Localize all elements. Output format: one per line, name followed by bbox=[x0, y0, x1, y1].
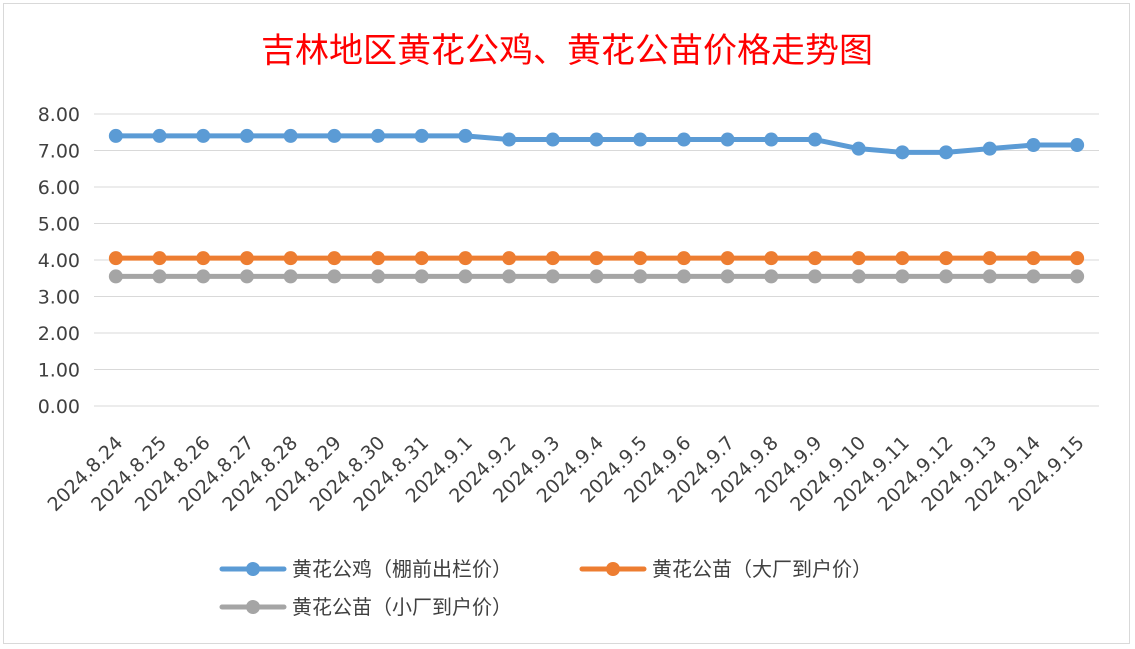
data-point bbox=[939, 269, 954, 284]
data-point bbox=[283, 269, 298, 284]
data-point bbox=[895, 145, 910, 160]
chart-title: 吉林地区黄花公鸡、黄花公苗价格走势图 bbox=[261, 31, 873, 71]
data-point bbox=[239, 269, 254, 284]
data-point bbox=[807, 251, 822, 266]
data-point bbox=[633, 269, 648, 284]
data-point bbox=[502, 251, 517, 266]
data-point bbox=[939, 251, 954, 266]
y-tick-label: 8.00 bbox=[38, 104, 80, 126]
data-point bbox=[1070, 138, 1085, 153]
data-point bbox=[633, 251, 648, 266]
data-point bbox=[589, 132, 604, 147]
data-point bbox=[196, 269, 211, 284]
data-point bbox=[545, 251, 560, 266]
data-point bbox=[152, 251, 167, 266]
data-point bbox=[1070, 251, 1085, 266]
data-point bbox=[196, 251, 211, 266]
y-tick-label: 4.00 bbox=[38, 250, 80, 272]
data-point bbox=[1070, 269, 1085, 284]
data-point bbox=[807, 132, 822, 147]
data-point bbox=[327, 269, 342, 284]
legend-item: 黄花公鸡（棚前出栏价） bbox=[219, 557, 512, 581]
data-point bbox=[414, 128, 429, 143]
data-point bbox=[676, 132, 691, 147]
series-3 bbox=[108, 269, 1085, 284]
data-point bbox=[502, 269, 517, 284]
data-point bbox=[851, 141, 866, 156]
data-point bbox=[982, 141, 997, 156]
data-point bbox=[458, 251, 473, 266]
y-tick-label: 7.00 bbox=[38, 141, 80, 163]
data-point bbox=[851, 251, 866, 266]
data-point bbox=[283, 128, 298, 143]
chart-frame: 吉林地区黄花公鸡、黄花公苗价格走势图 0.00 1.00 2.00 3.00 4.00 5… bbox=[3, 3, 1130, 644]
y-tick-label: 0.00 bbox=[38, 396, 80, 418]
data-point bbox=[939, 145, 954, 160]
data-point bbox=[982, 269, 997, 284]
data-point bbox=[764, 269, 779, 284]
data-point bbox=[458, 128, 473, 143]
y-tick-label: 1.00 bbox=[38, 360, 80, 382]
data-point bbox=[283, 251, 298, 266]
data-point bbox=[982, 251, 997, 266]
data-point bbox=[676, 269, 691, 284]
legend-marker bbox=[246, 600, 260, 614]
legend-item: 黄花公苗（小厂到户价） bbox=[219, 595, 512, 619]
y-tick-label: 2.00 bbox=[38, 323, 80, 345]
data-point bbox=[851, 269, 866, 284]
data-point bbox=[502, 132, 517, 147]
data-point bbox=[545, 269, 560, 284]
data-point bbox=[371, 128, 386, 143]
data-point bbox=[807, 269, 822, 284]
data-point bbox=[414, 269, 429, 284]
line-chart: 吉林地区黄花公鸡、黄花公苗价格走势图 0.00 1.00 2.00 3.00 4.00 5… bbox=[38, 31, 1099, 619]
data-point bbox=[108, 269, 123, 284]
series-2 bbox=[108, 251, 1085, 266]
legend-item: 黄花公苗（大厂到户价） bbox=[579, 557, 872, 581]
data-point bbox=[895, 269, 910, 284]
data-point bbox=[327, 251, 342, 266]
data-point bbox=[1026, 138, 1041, 153]
data-point bbox=[1026, 269, 1041, 284]
data-point bbox=[239, 128, 254, 143]
data-point bbox=[895, 251, 910, 266]
data-point bbox=[196, 128, 211, 143]
data-point bbox=[720, 132, 735, 147]
legend-marker bbox=[246, 562, 260, 576]
series-group bbox=[108, 128, 1085, 284]
data-point bbox=[676, 251, 691, 266]
data-point bbox=[371, 251, 386, 266]
data-point bbox=[327, 128, 342, 143]
y-tick-label: 6.00 bbox=[38, 177, 80, 199]
data-point bbox=[108, 128, 123, 143]
y-axis-ticks: 0.00 1.00 2.00 3.00 4.00 5.00 6.00 7.00 8.00 bbox=[38, 104, 80, 418]
data-point bbox=[589, 269, 604, 284]
legend-label: 黄花公苗（大厂到户价） bbox=[652, 557, 872, 581]
data-point bbox=[720, 251, 735, 266]
legend-label: 黄花公鸡（棚前出栏价） bbox=[292, 557, 512, 581]
data-point bbox=[545, 132, 560, 147]
data-point bbox=[414, 251, 429, 266]
x-axis-ticks: 2024.8.242024.8.252024.8.262024.8.272024… bbox=[43, 432, 1088, 516]
legend-marker bbox=[606, 562, 620, 576]
data-point bbox=[720, 269, 735, 284]
data-point bbox=[108, 251, 123, 266]
data-point bbox=[371, 269, 386, 284]
data-point bbox=[589, 251, 604, 266]
data-point bbox=[764, 251, 779, 266]
y-tick-label: 3.00 bbox=[38, 287, 80, 309]
data-point bbox=[239, 251, 254, 266]
legend-label: 黄花公苗（小厂到户价） bbox=[292, 595, 512, 619]
data-point bbox=[764, 132, 779, 147]
data-point bbox=[1026, 251, 1041, 266]
data-point bbox=[458, 269, 473, 284]
data-point bbox=[152, 269, 167, 284]
y-tick-label: 5.00 bbox=[38, 214, 80, 236]
data-point bbox=[633, 132, 648, 147]
data-point bbox=[152, 128, 167, 143]
legend: 黄花公鸡（棚前出栏价） 黄花公苗（大厂到户价） 黄花公苗（小厂到户价） bbox=[219, 557, 872, 619]
series-1 bbox=[108, 128, 1085, 160]
